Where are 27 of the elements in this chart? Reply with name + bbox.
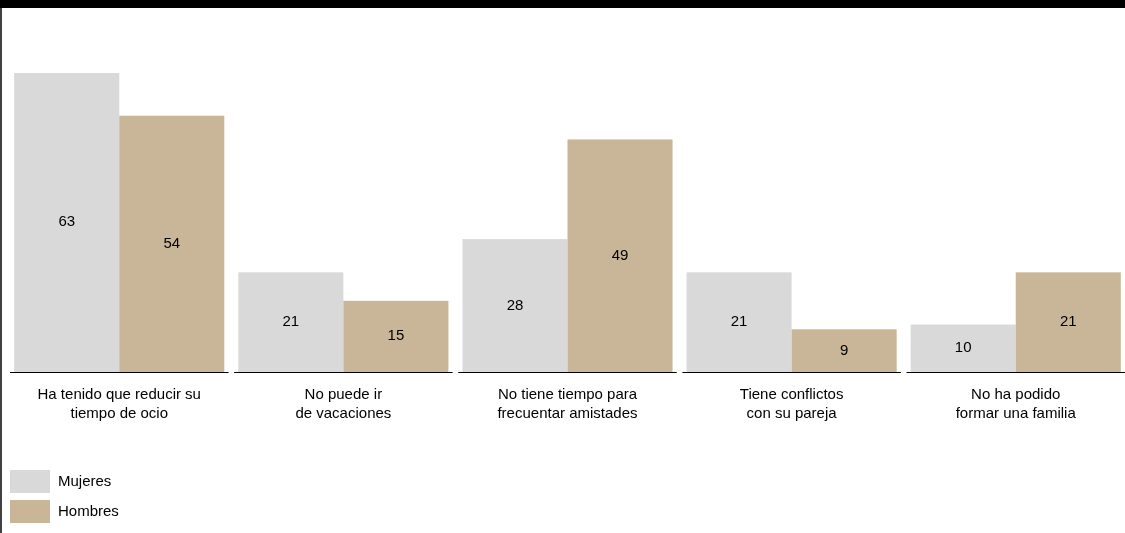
- legend-label: Hombres: [58, 501, 119, 519]
- bar: [14, 73, 120, 372]
- bar: [462, 239, 568, 372]
- bar: [343, 300, 449, 372]
- bar: [119, 115, 225, 372]
- legend-label: Mujeres: [58, 471, 112, 489]
- x-tick-label: No tiene tiempo para frecuentar amistades: [497, 385, 638, 421]
- data-label: 28: [506, 295, 524, 313]
- data-label: 54: [163, 233, 181, 251]
- data-label: 63: [58, 212, 76, 230]
- data-label: 21: [282, 312, 300, 330]
- x-tick-label: Ha tenido que reducir su tiempo de ocio: [37, 385, 201, 421]
- data-label: 9: [839, 340, 849, 358]
- x-tick-label: Tiene conflictos con su pareja: [739, 385, 844, 421]
- bar: [910, 324, 1016, 372]
- data-label: 15: [387, 326, 405, 344]
- data-label: 21: [1059, 312, 1077, 330]
- data-label: 21: [730, 312, 748, 330]
- x-tick-label: No ha podido formar una familia: [955, 385, 1077, 421]
- data-label: 49: [611, 245, 629, 263]
- bar: [567, 139, 673, 372]
- bar: [1015, 272, 1121, 372]
- x-tick-label: No puede ir de vacaciones: [295, 385, 392, 421]
- data-label: 10: [954, 338, 972, 356]
- bar: [791, 329, 897, 372]
- bar: [686, 272, 792, 372]
- bar: [238, 272, 344, 372]
